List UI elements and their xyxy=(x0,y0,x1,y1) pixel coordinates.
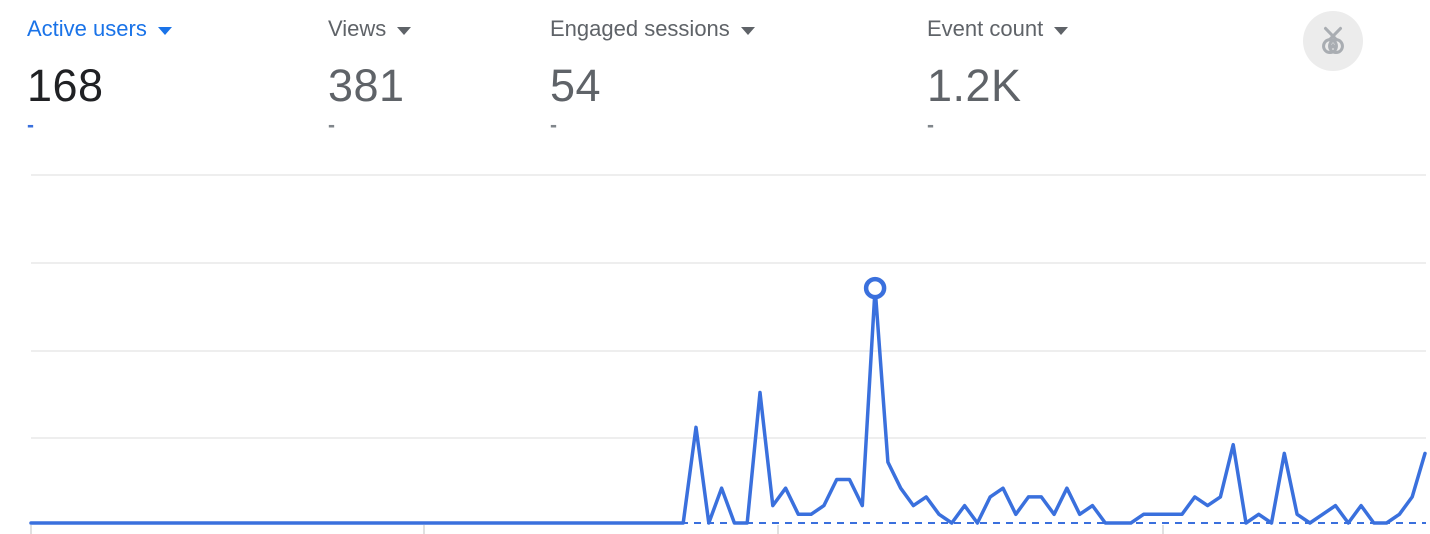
metric-selector-engaged-sessions[interactable]: Engaged sessions xyxy=(550,14,755,44)
metric-tab-views[interactable]: Views 381 - xyxy=(328,14,412,137)
metric-label: Active users xyxy=(27,16,147,41)
benchmarking-medal-icon xyxy=(1315,23,1351,59)
metric-label: Views xyxy=(328,16,387,41)
metric-delta: - xyxy=(550,114,557,137)
metric-value: 168 xyxy=(27,60,104,111)
metric-value: 1.2K xyxy=(927,60,1022,111)
metric-tab-engaged-sessions[interactable]: Engaged sessions 54 - xyxy=(550,14,755,136)
peak-point-marker[interactable] xyxy=(863,276,887,300)
chevron-down-icon xyxy=(740,26,755,35)
metric-selector-active-users[interactable]: Active users xyxy=(27,14,172,44)
active-users-line xyxy=(29,286,1427,525)
metric-value: 54 xyxy=(550,60,602,111)
chevron-down-icon xyxy=(397,26,412,35)
chevron-down-icon xyxy=(157,26,172,35)
chevron-down-icon xyxy=(1054,26,1069,35)
metric-delta: - xyxy=(927,114,934,137)
metric-selector-views[interactable]: Views xyxy=(328,14,412,44)
metric-selector-event-count[interactable]: Event count xyxy=(927,14,1069,44)
metric-label: Engaged sessions xyxy=(550,16,730,41)
metric-value: 381 xyxy=(328,60,405,111)
metric-delta: - xyxy=(328,114,335,137)
metric-tab-event-count[interactable]: Event count 1.2K - xyxy=(927,14,1069,137)
metric-label: Event count xyxy=(927,16,1044,41)
metric-tab-active-users[interactable]: Active users 168 - xyxy=(27,14,172,136)
benchmarking-button[interactable] xyxy=(1303,11,1363,71)
metric-delta: - xyxy=(27,114,34,137)
